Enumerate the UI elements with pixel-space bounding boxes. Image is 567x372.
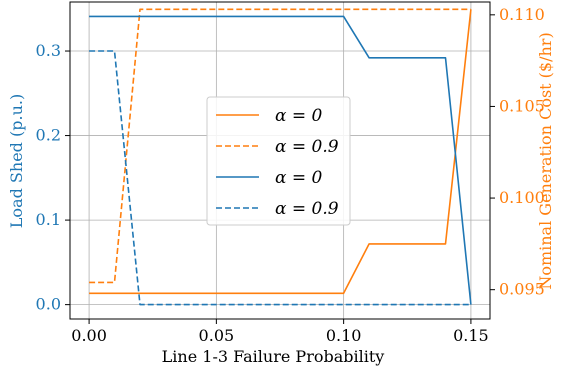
x-tick-label: 0.15 (453, 326, 489, 345)
right-tick-label: 0.110 (499, 5, 545, 24)
right-tick-label: 0.105 (499, 96, 545, 115)
legend-entry-label: α = 0.9 (275, 137, 339, 157)
legend-box (206, 96, 351, 226)
legend-entry-label: α = 0.9 (275, 199, 339, 219)
right-tick-label: 0.095 (499, 280, 545, 299)
legend: α = 0 α = 0.9 α = 0 α = 0.9 (206, 96, 351, 226)
left-tick-label: 0.0 (36, 295, 61, 314)
x-tick-label: 0.00 (71, 326, 107, 345)
x-tick-label: 0.10 (326, 326, 362, 345)
left-tick-label: 0.3 (36, 41, 61, 60)
left-tick-label: 0.2 (36, 126, 61, 145)
plot-frame (69, 1, 491, 320)
right-y-axis-title: Nominal Generation Cost ($/hr) (536, 32, 555, 289)
series-line-load-shed-dashed (89, 50, 471, 306)
left-tick-label: 0.1 (36, 210, 61, 229)
x-axis: 0.00 0.05 0.10 0.15 (71, 319, 489, 345)
series-line-generation-cost-solid (89, 9, 472, 295)
legend-entry-label: α = 0 (275, 168, 323, 188)
series-line-generation-cost-dashed (89, 8, 471, 284)
right-tick-label: 0.100 (499, 188, 545, 207)
x-axis-title: Line 1-3 Failure Probability (162, 347, 385, 366)
series-layer (89, 8, 472, 306)
right-y-axis: 0.095 0.100 0.105 0.110 (490, 5, 545, 299)
left-y-axis: 0.0 0.1 0.2 0.3 (36, 41, 70, 314)
left-y-axis-title: Load Shed (p.u.) (7, 94, 26, 228)
x-tick-label: 0.05 (199, 326, 235, 345)
legend-entry-label: α = 0 (275, 106, 323, 126)
series-line-load-shed-solid (89, 15, 472, 305)
